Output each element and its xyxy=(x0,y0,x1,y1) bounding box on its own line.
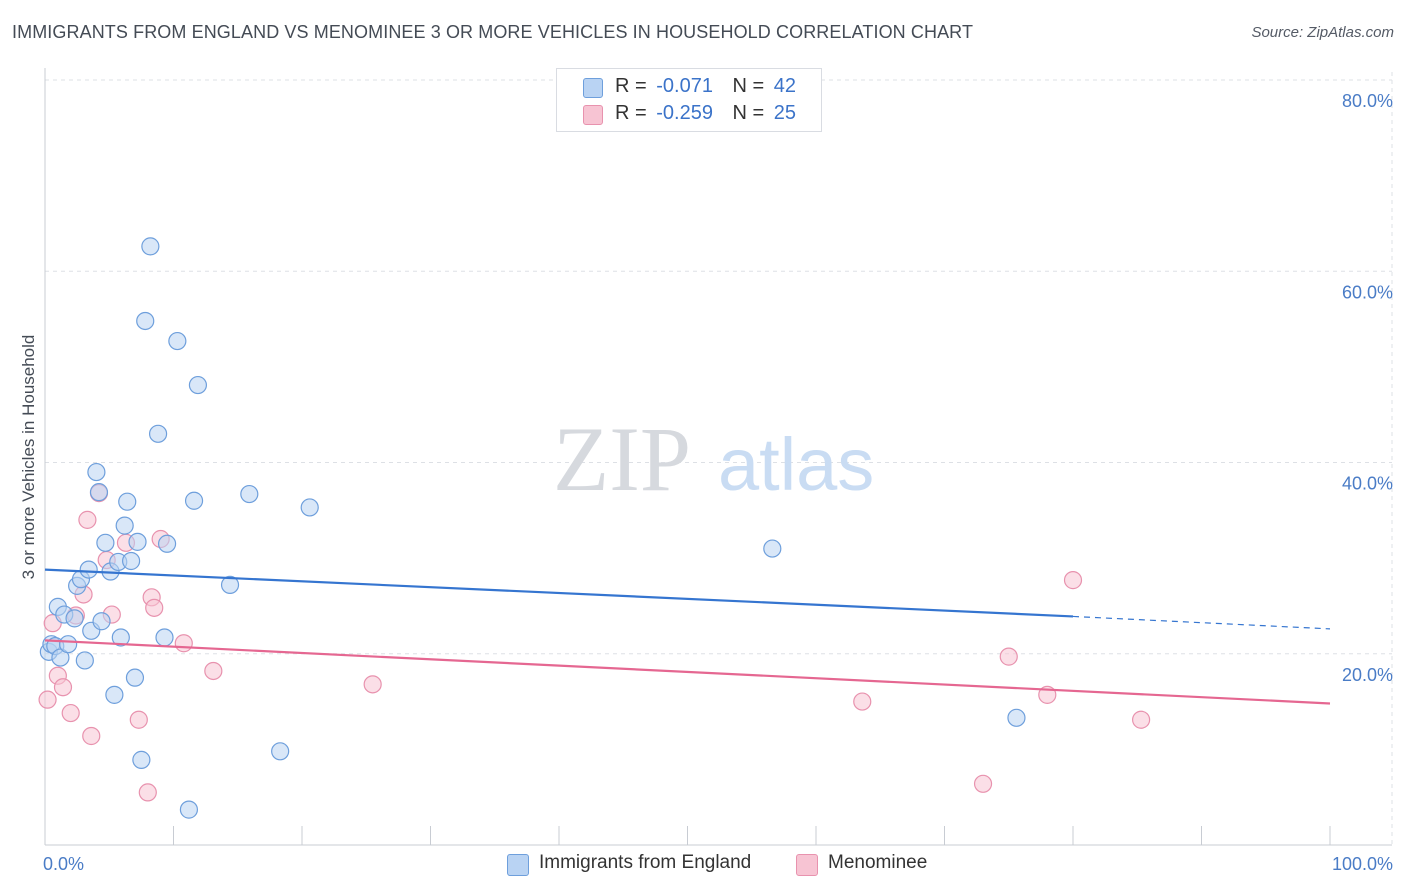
menominee-trend-line xyxy=(44,639,1331,705)
legend-swatch-blue xyxy=(583,78,603,98)
series-menominee-points xyxy=(38,484,1151,802)
england-point xyxy=(121,551,141,571)
menominee-point xyxy=(53,678,73,697)
england-point xyxy=(148,424,168,443)
england-point xyxy=(111,628,130,647)
grid-layer xyxy=(45,72,1393,845)
menominee-point xyxy=(853,692,872,711)
england-point xyxy=(184,491,204,510)
menominee-point xyxy=(82,726,101,746)
england-point xyxy=(271,742,290,761)
england-point xyxy=(125,668,145,687)
england-point xyxy=(300,498,319,517)
england-point xyxy=(179,800,199,819)
england-point xyxy=(188,375,208,395)
england-point xyxy=(65,609,84,628)
legend-n-value: 25 xyxy=(773,102,797,124)
menominee-point xyxy=(999,647,1018,666)
england-point xyxy=(132,750,151,769)
legend-r-value: -0.071 xyxy=(656,75,713,97)
england-point xyxy=(51,648,70,667)
england-point xyxy=(136,311,155,331)
menominee-point xyxy=(1063,571,1083,590)
bottom-legend-label-menominee: Menominee xyxy=(828,852,928,873)
menominee-point xyxy=(61,703,80,723)
menominee-point xyxy=(973,774,993,793)
menominee-point xyxy=(174,634,193,653)
legend-r-label: R = xyxy=(615,75,647,97)
axis-layer: 20.0% 40.0% 60.0% 80.0% 0.0% 100.0% xyxy=(43,68,1393,874)
england-point xyxy=(75,651,94,670)
england-point xyxy=(96,533,115,552)
legend-swatch-pink xyxy=(583,105,603,125)
y-tick-label: 60.0% xyxy=(1342,282,1393,302)
england-point xyxy=(155,628,174,647)
menominee-point xyxy=(78,510,97,529)
y-tick-label: 80.0% xyxy=(1342,91,1393,111)
x-tick-label: 100.0% xyxy=(1332,854,1393,874)
england-point xyxy=(141,237,160,256)
trend-lines xyxy=(44,568,1331,705)
series-england-points xyxy=(39,237,1026,819)
england-point xyxy=(105,685,124,704)
bottom-legend-swatch-pink xyxy=(796,854,818,876)
england-point xyxy=(92,612,111,631)
england-point xyxy=(220,575,240,595)
legend-r-label: R = xyxy=(615,102,647,124)
england-point xyxy=(59,635,78,654)
menominee-point xyxy=(38,690,57,709)
england-point xyxy=(168,331,187,351)
menominee-point xyxy=(204,661,223,681)
y-axis-label: 3 or more Vehicles in Household xyxy=(19,335,38,580)
bottom-legend-label-england: Immigrants from England xyxy=(539,852,752,873)
legend-n-value: 42 xyxy=(773,75,797,97)
x-tick-label: 0.0% xyxy=(43,854,84,874)
menominee-point xyxy=(129,710,148,729)
england-point xyxy=(128,532,147,551)
legend-r-value: -0.259 xyxy=(656,102,713,124)
chart-title: IMMIGRANTS FROM ENGLAND VS MENOMINEE 3 O… xyxy=(12,22,974,42)
england-trend-line xyxy=(44,568,1074,618)
england-point xyxy=(79,560,98,579)
watermark-zip: ZIP xyxy=(553,408,691,510)
y-tick-label: 20.0% xyxy=(1342,665,1393,685)
watermark-atlas: atlas xyxy=(718,423,874,506)
correlation-legend: R = -0.071 N = 42 R = -0.259 N = 25 xyxy=(556,68,822,132)
england-trend-extension xyxy=(1072,615,1331,630)
menominee-point xyxy=(363,675,382,694)
menominee-point xyxy=(138,783,157,802)
england-point xyxy=(118,492,137,511)
england-point xyxy=(763,539,782,558)
england-point xyxy=(240,484,259,504)
england-point xyxy=(115,516,134,535)
england-point xyxy=(89,483,109,502)
source-label: Source: ZipAtlas.com xyxy=(1251,24,1394,41)
legend-n-label: N = xyxy=(732,102,765,124)
menominee-point xyxy=(1132,710,1151,729)
england-point xyxy=(87,462,106,482)
england-point xyxy=(157,534,177,553)
bottom-legend-swatch-blue xyxy=(507,854,529,876)
menominee-point xyxy=(145,598,164,617)
england-point xyxy=(1007,708,1026,727)
y-tick-label: 40.0% xyxy=(1342,474,1393,494)
watermark: ZIP atlas xyxy=(553,408,874,510)
legend-n-label: N = xyxy=(732,75,765,97)
